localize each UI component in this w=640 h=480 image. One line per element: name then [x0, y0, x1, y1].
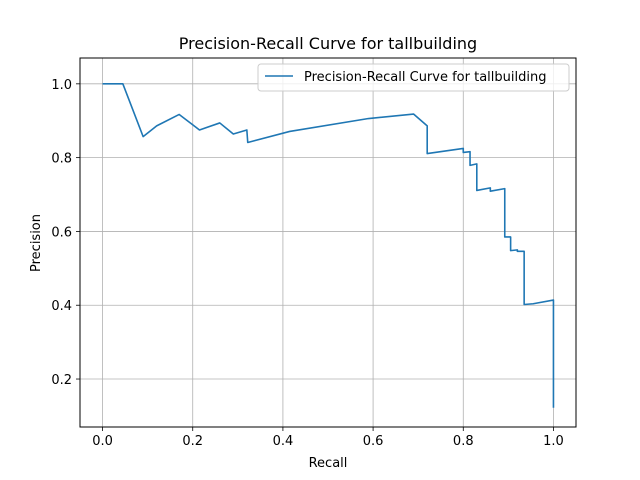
- y-tick-label: 0.2: [51, 373, 72, 388]
- plot-frame: [79, 57, 577, 428]
- x-tick-label: 0.4: [273, 434, 294, 449]
- x-tick-label: 1.0: [543, 434, 564, 449]
- x-tick-label: 0.8: [453, 434, 474, 449]
- ticks: 0.0 0.2 0.4 0.6 0.8 1.0 0.2 0.4 0.6 0.8 1.0: [51, 78, 563, 449]
- x-tick-label: 0.0: [92, 434, 113, 449]
- legend: Precision-Recall Curve for tallbuilding: [257, 63, 570, 92]
- y-tick-label: 0.8: [51, 152, 72, 167]
- x-tick-label: 0.2: [182, 434, 203, 449]
- y-tick-label: 1.0: [51, 78, 72, 93]
- legend-box: [257, 63, 570, 92]
- chart-title: Precision-Recall Curve for tallbuilding: [179, 34, 477, 53]
- plot-lines: [102, 83, 555, 408]
- legend-label: Precision-Recall Curve for tallbuilding: [304, 70, 546, 85]
- y-tick-label: 0.6: [51, 225, 72, 240]
- series-line: [102, 83, 555, 408]
- x-tick-label: 0.6: [363, 434, 384, 449]
- y-tick-label: 0.4: [51, 299, 72, 314]
- y-axis-label: Precision: [29, 214, 44, 272]
- x-axis-label: Recall: [309, 456, 348, 471]
